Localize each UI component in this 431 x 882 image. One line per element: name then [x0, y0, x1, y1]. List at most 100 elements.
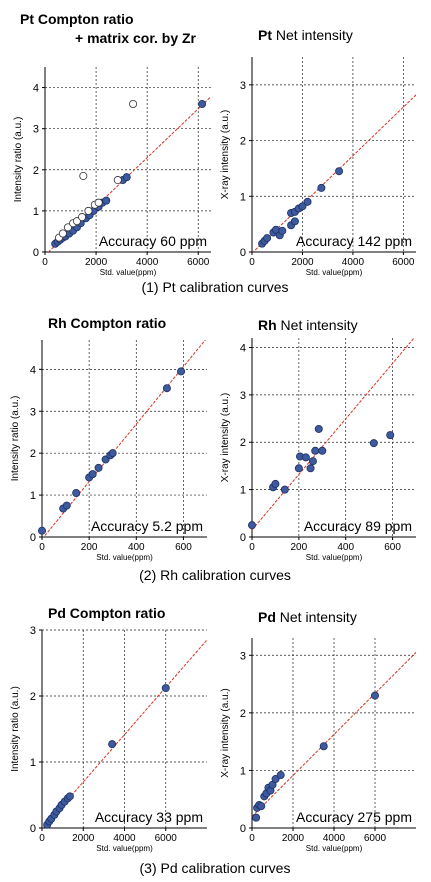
- chart-title-plain: Net intensity: [277, 317, 358, 333]
- y-tick-label: 3: [240, 650, 246, 662]
- y-tick-label: 2: [33, 165, 39, 177]
- accuracy-label: Accuracy 142 ppm: [296, 233, 412, 249]
- x-axis-label: Std. value(ppm): [306, 268, 363, 277]
- data-point: [247, 521, 256, 530]
- y-axis-label: Intensity ratio (a.u.): [10, 396, 21, 482]
- x-tick-label: 6000: [392, 257, 415, 268]
- accuracy-label: Accuracy 60 ppm: [99, 233, 207, 249]
- y-tick-label: 4: [30, 364, 36, 376]
- data-point: [162, 384, 171, 393]
- chart-pd-compton: Pd Compton ratio 0 2000 4000 6000 0 1 2 3 Std. va…: [10, 605, 207, 853]
- caption-pt: (1) Pt calibration curves: [141, 279, 288, 295]
- chart-title-bold: Pt Compton ratio: [20, 11, 134, 27]
- fit-line: [252, 652, 416, 817]
- chart-pd-net: Pd Net intensity 0 2000 4000 6000 0 1 2 3 Std. va…: [220, 609, 416, 853]
- y-tick-label: 0: [30, 532, 36, 544]
- fit-line: [252, 94, 416, 252]
- data-point: [88, 470, 97, 479]
- accuracy-label: Accuracy 89 ppm: [304, 518, 412, 534]
- x-tick-label: 200: [291, 542, 308, 553]
- x-axis-label: Std. value(ppm): [100, 268, 157, 277]
- data-point: [308, 457, 317, 466]
- chart-title-plain: Net intensity: [276, 609, 357, 625]
- x-tick-label: 2000: [282, 833, 305, 844]
- x-axis-label: Std. value(ppm): [96, 553, 153, 562]
- data-point: [198, 100, 207, 109]
- y-tick-label: 2: [30, 448, 36, 460]
- data-point-open: [113, 176, 122, 185]
- y-tick-label: 3: [240, 80, 246, 92]
- x-axis-label: Std. value(ppm): [96, 844, 153, 853]
- y-axis-label: X-ray intensity (a.u.): [220, 393, 231, 482]
- y-axis-label: X-ray intensity (a.u.): [220, 688, 231, 777]
- data-point: [122, 173, 131, 182]
- caption-rh: (2) Rh calibration curves: [139, 567, 291, 583]
- x-tick-label: 4000: [342, 257, 365, 268]
- y-tick-label: 3: [30, 625, 36, 637]
- chart-title: Pt Compton ratio: [20, 11, 134, 27]
- chart-pt-net: Pt Net intensity 0 2000 4000 6000 0 1 2 3 Std. va…: [220, 27, 416, 277]
- y-tick-label: 1: [33, 206, 39, 218]
- data-point: [386, 431, 395, 440]
- chart-title: Pd Compton ratio: [48, 605, 165, 621]
- data-point: [278, 226, 287, 235]
- y-tick-label: 3: [33, 124, 39, 136]
- x-tick-label: 0: [249, 833, 255, 844]
- data-point-open: [79, 171, 88, 180]
- x-tick-label: 0: [249, 257, 255, 268]
- y-tick-label: 4: [33, 83, 39, 95]
- data-point: [271, 775, 280, 784]
- chart-title: Rh Compton ratio: [48, 315, 166, 331]
- y-tick-label: 0: [30, 823, 36, 835]
- data-point: [317, 183, 326, 192]
- chart-title-bold: Rh: [258, 317, 277, 333]
- data-point: [177, 367, 186, 376]
- data-point: [108, 449, 117, 458]
- x-tick-label: 2000: [291, 257, 314, 268]
- data-point: [370, 691, 379, 700]
- x-tick-label: 600: [175, 542, 192, 553]
- x-axis-label: Std. value(ppm): [306, 844, 363, 853]
- chart-title-bold: Pd Compton ratio: [48, 605, 165, 621]
- y-axis-label: Intensity ratio (a.u.): [10, 686, 21, 772]
- data-point: [72, 488, 81, 497]
- chart-title: Pt Net intensity: [258, 27, 353, 43]
- data-point: [318, 446, 327, 455]
- chart-rh-net: Rh Net intensity 0 200 400 600 0 1 2 3 4 Std. valu…: [220, 317, 416, 562]
- fit-line: [252, 338, 415, 531]
- data-point-open: [84, 206, 93, 215]
- y-tick-label: 3: [30, 406, 36, 418]
- y-tick-label: 1: [240, 485, 246, 497]
- y-axis-label: Intensity ratio (a.u.): [13, 117, 24, 203]
- y-axis-label: X-ray intensity (a.u.): [220, 110, 231, 199]
- data-point-open: [58, 229, 67, 238]
- y-tick-label: 2: [240, 708, 246, 720]
- chart-title-plain: Net intensity: [272, 27, 353, 43]
- data-point: [263, 234, 272, 243]
- data-point: [271, 479, 280, 488]
- data-point: [301, 453, 310, 462]
- chart-pt-compton: Pt Compton ratio + matrix cor. by Zr 0 2000…: [13, 11, 211, 277]
- x-tick-label: 6000: [364, 833, 387, 844]
- data-point: [335, 167, 344, 176]
- data-point: [303, 197, 312, 206]
- data-point: [369, 439, 378, 448]
- x-tick-label: 0: [42, 257, 48, 268]
- chart-rh-compton: Rh Compton ratio 0 200 400 600 0 1 2 3 4 Std. valu…: [10, 315, 207, 562]
- data-point: [62, 501, 71, 510]
- data-point: [257, 802, 266, 811]
- data-point: [311, 446, 320, 455]
- x-axis-label: Std. value(ppm): [306, 553, 363, 562]
- x-tick-label: 400: [337, 542, 354, 553]
- data-point: [319, 742, 328, 751]
- accuracy-label: Accuracy 5.2 ppm: [91, 518, 203, 534]
- x-tick-label: 600: [384, 542, 401, 553]
- data-point-open: [63, 223, 72, 232]
- y-tick-label: 0: [33, 247, 39, 259]
- data-point: [252, 813, 261, 822]
- data-point: [65, 792, 74, 801]
- data-point: [108, 740, 117, 749]
- y-tick-label: 1: [240, 765, 246, 777]
- x-tick-label: 2000: [85, 257, 108, 268]
